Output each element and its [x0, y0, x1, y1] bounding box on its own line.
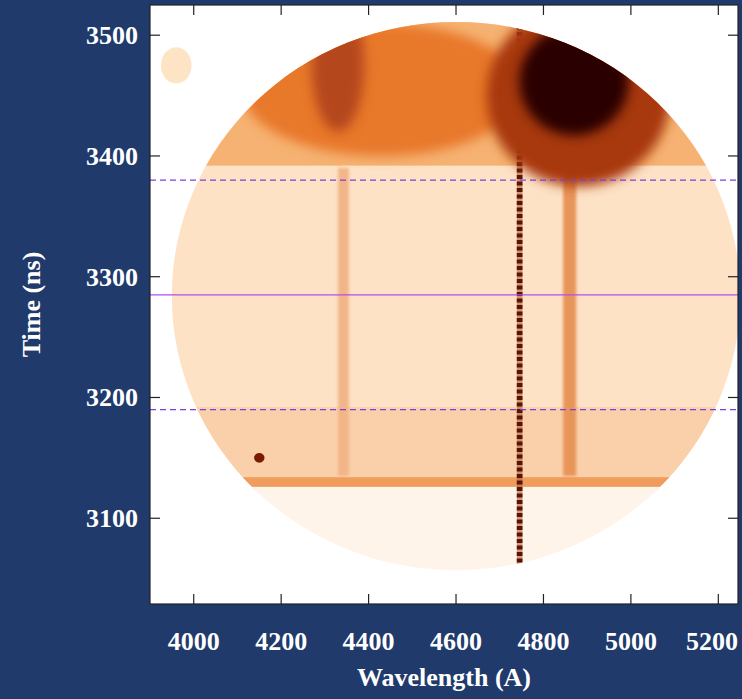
x-tick-label: 4800: [517, 627, 569, 656]
x-tick-label: 5200: [686, 627, 738, 656]
time-marker-line: [150, 179, 738, 180]
y-tick: [728, 397, 738, 398]
y-tick: [728, 276, 738, 277]
y-tick-label: 3400: [86, 142, 138, 171]
x-tick-label: 4400: [343, 627, 395, 656]
intensity-spot: [487, 5, 671, 186]
x-tick: [718, 594, 719, 604]
intensity-band: [167, 477, 738, 487]
x-tick: [543, 5, 544, 15]
y-tick: [150, 276, 160, 277]
x-tick: [368, 594, 369, 604]
x-tick: [630, 594, 631, 604]
y-tick-label: 3300: [86, 263, 138, 292]
x-tick: [455, 5, 456, 15]
x-tick: [281, 594, 282, 604]
intensity-spot: [242, 23, 522, 156]
x-tick-label: 4600: [430, 627, 482, 656]
plot-frame: [150, 5, 738, 604]
intensity-band: [338, 168, 349, 476]
x-tick: [718, 5, 719, 15]
chart: 4000 4200 4400 4600 4800 5000 5200 3100 3200 3300…: [0, 0, 742, 699]
disk-layer: [167, 5, 738, 569]
intensity-band: [167, 407, 738, 484]
y-tick: [150, 155, 160, 156]
x-tick-label: 4000: [168, 627, 220, 656]
intensity-band: [563, 168, 576, 476]
y-tick: [150, 397, 160, 398]
plot-layer: [150, 5, 738, 570]
time-marker-line: [150, 409, 738, 410]
x-tick: [193, 5, 194, 15]
y-tick-label: 3200: [86, 383, 138, 412]
background: [0, 0, 742, 699]
y-tick-label: 3100: [86, 504, 138, 533]
x-tick: [630, 5, 631, 15]
x-axis-title: Wavelength (A): [357, 663, 531, 692]
y-tick: [728, 35, 738, 36]
y-tick-label: 3500: [86, 21, 138, 50]
x-tick-label: 4200: [255, 627, 307, 656]
time-marker-line: [150, 294, 738, 295]
intensity-spot: [312, 5, 364, 132]
outer-spot: [161, 47, 192, 83]
y-axis-title: Time (ns): [17, 252, 46, 358]
x-tick: [543, 594, 544, 604]
y-tick: [728, 155, 738, 156]
intensity-band: [167, 5, 738, 484]
intensity-spot: [254, 453, 264, 463]
x-tick: [193, 594, 194, 604]
y-tick: [150, 35, 160, 36]
x-tick-label: 5000: [605, 627, 657, 656]
y-tick: [728, 518, 738, 519]
x-tick: [455, 594, 456, 604]
x-tick: [368, 5, 369, 15]
x-tick: [281, 5, 282, 15]
y-tick: [150, 518, 160, 519]
intensity-spot: [519, 27, 628, 136]
